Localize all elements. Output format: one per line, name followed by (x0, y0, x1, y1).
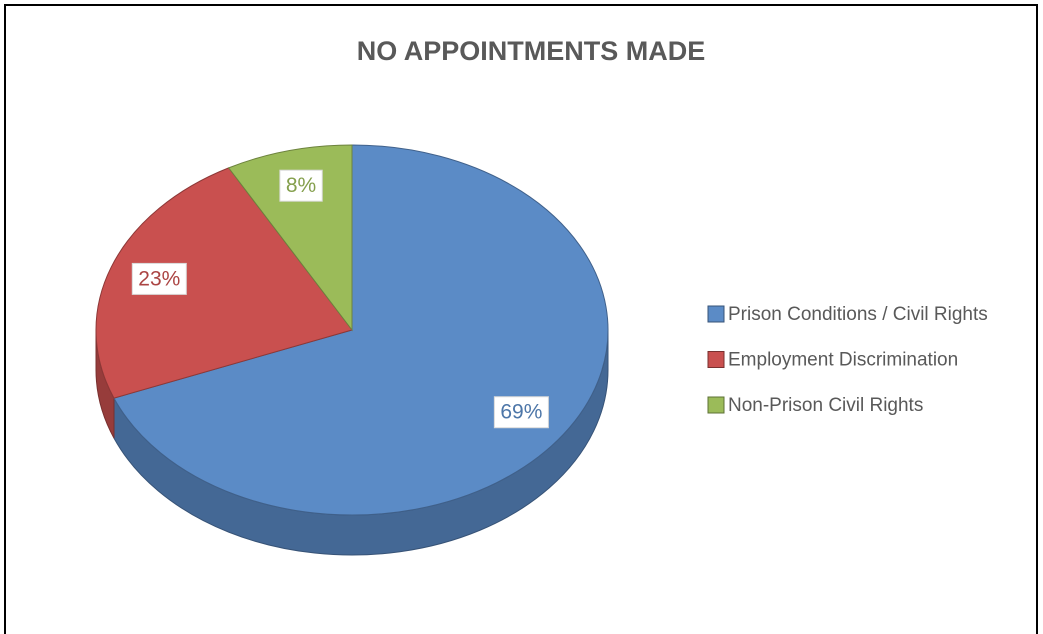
legend-swatch (707, 305, 725, 323)
data-label: 23% (138, 267, 180, 290)
legend-swatch (707, 351, 725, 368)
chart-title: NO APPOINTMENTS MADE (357, 36, 706, 66)
legend-label: Prison Conditions / Civil Rights (728, 304, 988, 325)
data-label: 69% (500, 401, 542, 424)
data-label-box (493, 396, 549, 429)
legend-label: Non-Prison Civil Rights (728, 395, 923, 416)
legend-label: Employment Discrimination (728, 350, 958, 371)
pie-slice (113, 144, 609, 516)
data-label-box (131, 262, 187, 295)
legend-swatch (707, 396, 725, 414)
pie-slice (95, 167, 353, 399)
data-label-box (279, 169, 323, 202)
data-label: 8% (286, 174, 316, 197)
